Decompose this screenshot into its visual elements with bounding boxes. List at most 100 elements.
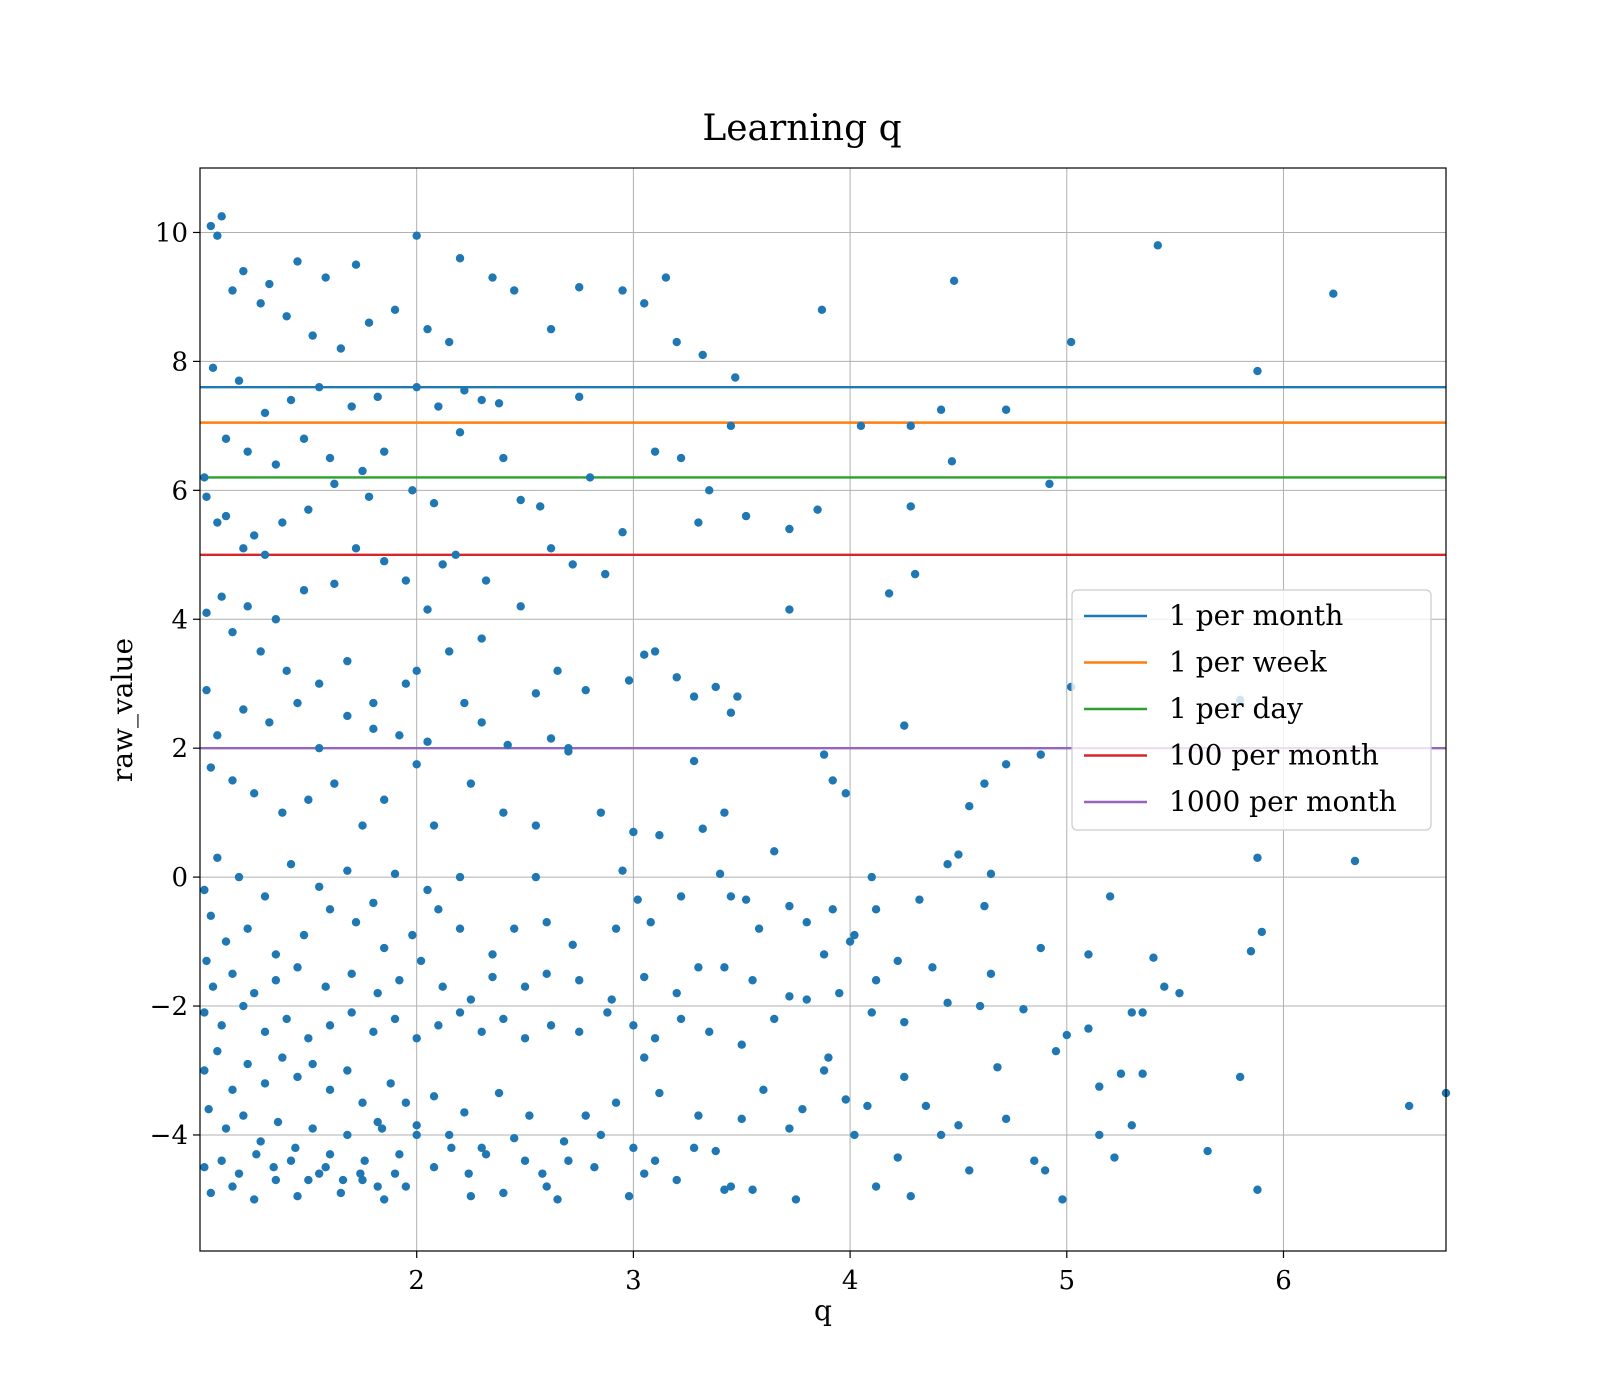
data-point — [321, 1162, 330, 1172]
data-point — [629, 827, 638, 837]
legend: 1 per month 1 per week 1 per day 100 per mo… — [1071, 589, 1432, 831]
data-point — [304, 1175, 313, 1185]
data-point — [373, 988, 382, 998]
data-point — [260, 550, 270, 559]
data-point — [390, 305, 400, 315]
data-point — [488, 273, 497, 282]
data-point — [531, 689, 541, 698]
data-point — [460, 698, 469, 708]
chart-title: Learning q — [702, 108, 901, 149]
data-point — [455, 872, 465, 882]
data-point — [364, 318, 374, 327]
data-point — [379, 1195, 389, 1204]
data-point — [629, 1143, 638, 1153]
data-point — [813, 505, 822, 514]
data-point — [271, 1175, 281, 1185]
data-point — [293, 698, 302, 708]
data-point — [401, 1098, 411, 1107]
data-point — [1084, 950, 1093, 959]
data-point — [466, 995, 476, 1004]
data-point — [358, 821, 367, 830]
data-point — [271, 976, 281, 985]
data-point — [1045, 479, 1054, 489]
data-point — [817, 305, 827, 315]
data-point — [373, 1117, 382, 1127]
data-point — [445, 647, 454, 656]
data-point — [741, 511, 751, 521]
data-point — [798, 1104, 807, 1114]
data-point — [754, 924, 764, 933]
data-point — [676, 892, 686, 901]
data-point — [228, 776, 237, 785]
data-point — [546, 544, 556, 553]
data-point — [377, 1124, 387, 1133]
data-point — [871, 976, 881, 985]
data-point — [206, 1188, 216, 1198]
data-point — [343, 1066, 352, 1075]
data-point — [481, 576, 491, 585]
data-point — [850, 930, 859, 940]
data-point — [893, 956, 902, 966]
data-point — [1138, 1069, 1147, 1078]
data-point — [943, 860, 952, 869]
data-point — [841, 1095, 850, 1104]
y-tick-label: −4 — [150, 1121, 188, 1151]
data-point — [314, 382, 324, 392]
data-point — [748, 976, 757, 985]
data-point — [936, 1130, 946, 1140]
data-point — [726, 421, 736, 431]
data-point — [900, 1072, 909, 1082]
data-point — [228, 969, 237, 979]
data-point — [618, 866, 627, 875]
data-point — [672, 673, 681, 682]
data-point — [412, 760, 421, 769]
data-point — [460, 1108, 469, 1117]
data-point — [213, 853, 222, 862]
data-point — [249, 1195, 259, 1204]
data-point — [477, 718, 486, 727]
data-point — [202, 956, 211, 966]
data-point — [269, 1162, 278, 1172]
data-point — [338, 1175, 348, 1185]
data-point — [1175, 988, 1184, 998]
data-point — [299, 930, 309, 940]
data-point — [986, 969, 996, 979]
data-point — [1253, 1185, 1262, 1194]
data-point — [516, 602, 525, 611]
data-point — [906, 502, 915, 511]
data-point — [928, 963, 937, 972]
x-axis-ticks: 2 3 4 5 6 — [408, 1251, 1292, 1296]
data-point — [260, 1079, 270, 1088]
data-point — [503, 740, 512, 750]
y-axis-ticks: −4 −2 0 2 4 6 8 10 — [150, 218, 200, 1151]
data-point — [1019, 1005, 1028, 1014]
data-point — [731, 373, 740, 382]
data-point — [1329, 289, 1338, 298]
data-point — [369, 724, 378, 734]
data-point — [629, 1021, 638, 1030]
data-point — [943, 998, 952, 1008]
data-point — [733, 692, 742, 701]
data-point — [1203, 1146, 1212, 1156]
x-tick-label: 5 — [1059, 1266, 1076, 1296]
data-point — [1127, 1008, 1136, 1017]
data-point — [720, 963, 729, 972]
data-point — [412, 666, 421, 676]
data-point — [494, 399, 504, 408]
data-point — [286, 395, 296, 405]
data-point — [510, 924, 519, 933]
data-point — [711, 682, 720, 692]
data-point — [239, 1111, 248, 1120]
data-point — [395, 1150, 404, 1159]
data-point — [228, 627, 237, 637]
data-point — [390, 1169, 400, 1178]
data-point — [412, 382, 421, 392]
data-point — [271, 950, 281, 959]
data-point — [640, 1169, 649, 1178]
data-point — [243, 1059, 252, 1069]
data-point — [906, 1192, 915, 1201]
data-point — [1404, 1101, 1414, 1111]
data-point — [369, 898, 378, 908]
data-point — [278, 1053, 287, 1062]
data-point — [401, 1182, 411, 1191]
